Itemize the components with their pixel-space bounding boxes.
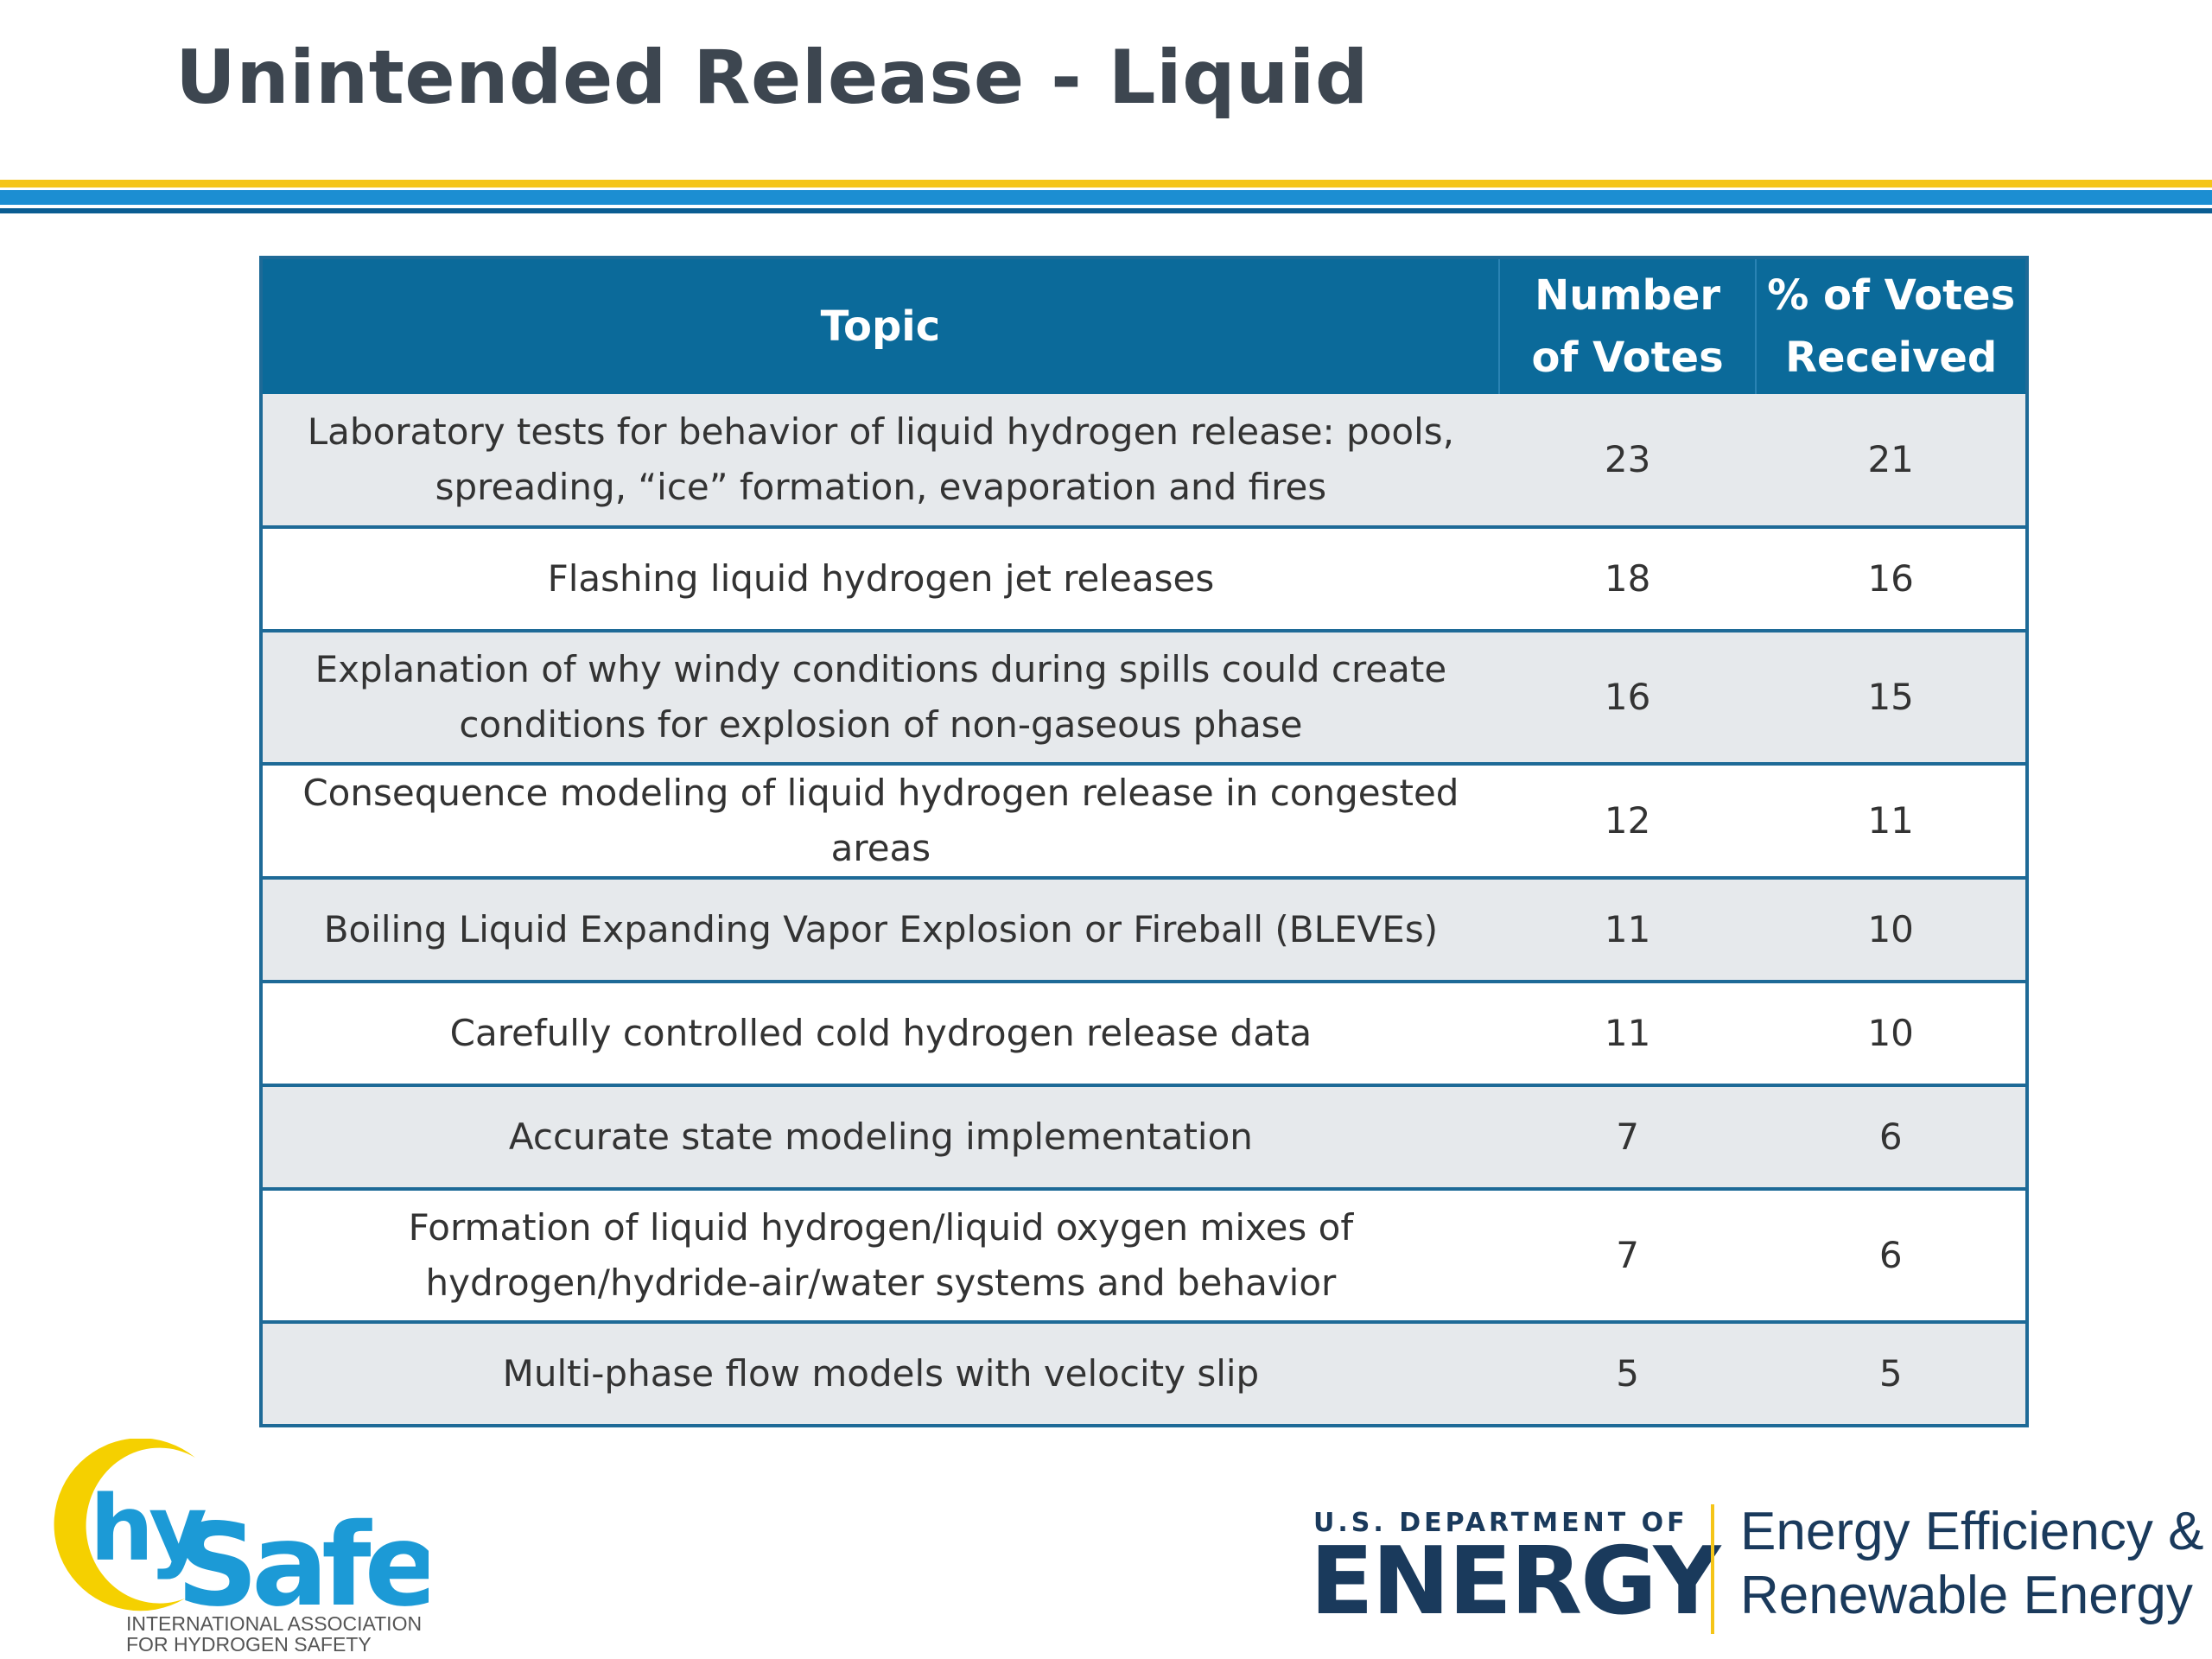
topic-cell: Flashing liquid hydrogen jet releases: [261, 525, 1499, 631]
table-row: Explanation of why windy conditions duri…: [261, 629, 2027, 764]
header-rule-blue: [0, 190, 2212, 205]
topic-cell: Multi-phase flow models with velocity sl…: [261, 1320, 1499, 1426]
header-number-of-votes: Number of Votes: [1497, 257, 1757, 394]
doe-eere-logo: U.S. DEPARTMENT OF ENERGY Energy Efficie…: [1305, 1499, 2203, 1646]
hysafe-logo: hy Safe INTERNATIONAL ASSOCIATION FOR HY…: [54, 1439, 429, 1655]
votes-table: Topic Number of Votes % of Votes Receive…: [259, 256, 2029, 1427]
header-rule-navy: [0, 208, 2212, 213]
votes-cell: 11: [1498, 980, 1757, 1085]
percent-cell: 16: [1756, 525, 2027, 631]
header-rule-gap-2: [0, 205, 2212, 208]
votes-cell: 16: [1498, 629, 1757, 764]
hysafe-crescent: [54, 1439, 195, 1611]
percent-cell: 15: [1756, 629, 2027, 764]
table-row: Multi-phase flow models with velocity sl…: [261, 1320, 2027, 1426]
percent-cell: 10: [1756, 980, 2027, 1085]
votes-cell: 12: [1498, 762, 1757, 878]
table-row: Formation of liquid hydrogen/liquid oxyg…: [261, 1187, 2027, 1322]
slide-title: Unintended Release - Liquid: [175, 35, 1369, 121]
table-header-row: Topic Number of Votes % of Votes Receive…: [261, 257, 2027, 394]
topic-cell: Explanation of why windy conditions duri…: [261, 629, 1499, 764]
eere-text-line-2: Renewable Energy: [1740, 1566, 2193, 1625]
table-row: Flashing liquid hydrogen jet releases 18…: [261, 525, 2027, 631]
hysafe-tagline-2: FOR HYDROGEN SAFETY: [126, 1633, 372, 1655]
table-row: Accurate state modeling implementation 7…: [261, 1084, 2027, 1189]
votes-cell: 5: [1498, 1320, 1757, 1426]
votes-cell: 7: [1498, 1084, 1757, 1189]
percent-cell: 6: [1756, 1084, 2027, 1189]
doe-department-text: U.S. DEPARTMENT OF: [1313, 1508, 1688, 1538]
hysafe-logo-hy: hy: [90, 1476, 206, 1581]
percent-cell: 11: [1756, 762, 2027, 878]
topic-cell: Laboratory tests for behavior of liquid …: [261, 394, 1499, 527]
votes-cell: 18: [1498, 525, 1757, 631]
votes-cell: 23: [1498, 394, 1757, 527]
percent-cell: 6: [1756, 1187, 2027, 1322]
topic-cell: Carefully controlled cold hydrogen relea…: [261, 980, 1499, 1085]
hysafe-logo-safe: Safe: [176, 1499, 429, 1632]
table-row: Consequence modeling of liquid hydrogen …: [261, 762, 2027, 878]
table-row: Carefully controlled cold hydrogen relea…: [261, 980, 2027, 1085]
doe-logo-divider: [1711, 1504, 1714, 1634]
table-row: Laboratory tests for behavior of liquid …: [261, 394, 2027, 527]
header-topic: Topic: [261, 257, 1499, 394]
eere-text-line-1: Energy Efficiency &: [1740, 1502, 2204, 1561]
votes-cell: 11: [1498, 876, 1757, 982]
topic-cell: Consequence modeling of liquid hydrogen …: [261, 762, 1499, 878]
percent-cell: 5: [1756, 1320, 2027, 1426]
header-percent-votes: % of Votes Received: [1755, 257, 2027, 394]
percent-cell: 10: [1756, 876, 2027, 982]
topic-cell: Boiling Liquid Expanding Vapor Explosion…: [261, 876, 1499, 982]
doe-energy-text: ENERGY: [1310, 1528, 1721, 1636]
header-rule-gap: [0, 188, 2212, 190]
topic-cell: Accurate state modeling implementation: [261, 1084, 1499, 1189]
votes-cell: 7: [1498, 1187, 1757, 1322]
header-rule-yellow: [0, 180, 2212, 188]
topic-cell: Formation of liquid hydrogen/liquid oxyg…: [261, 1187, 1499, 1322]
table-row: Boiling Liquid Expanding Vapor Explosion…: [261, 876, 2027, 982]
percent-cell: 21: [1756, 394, 2027, 527]
hysafe-tagline-1: INTERNATIONAL ASSOCIATION: [126, 1612, 422, 1635]
